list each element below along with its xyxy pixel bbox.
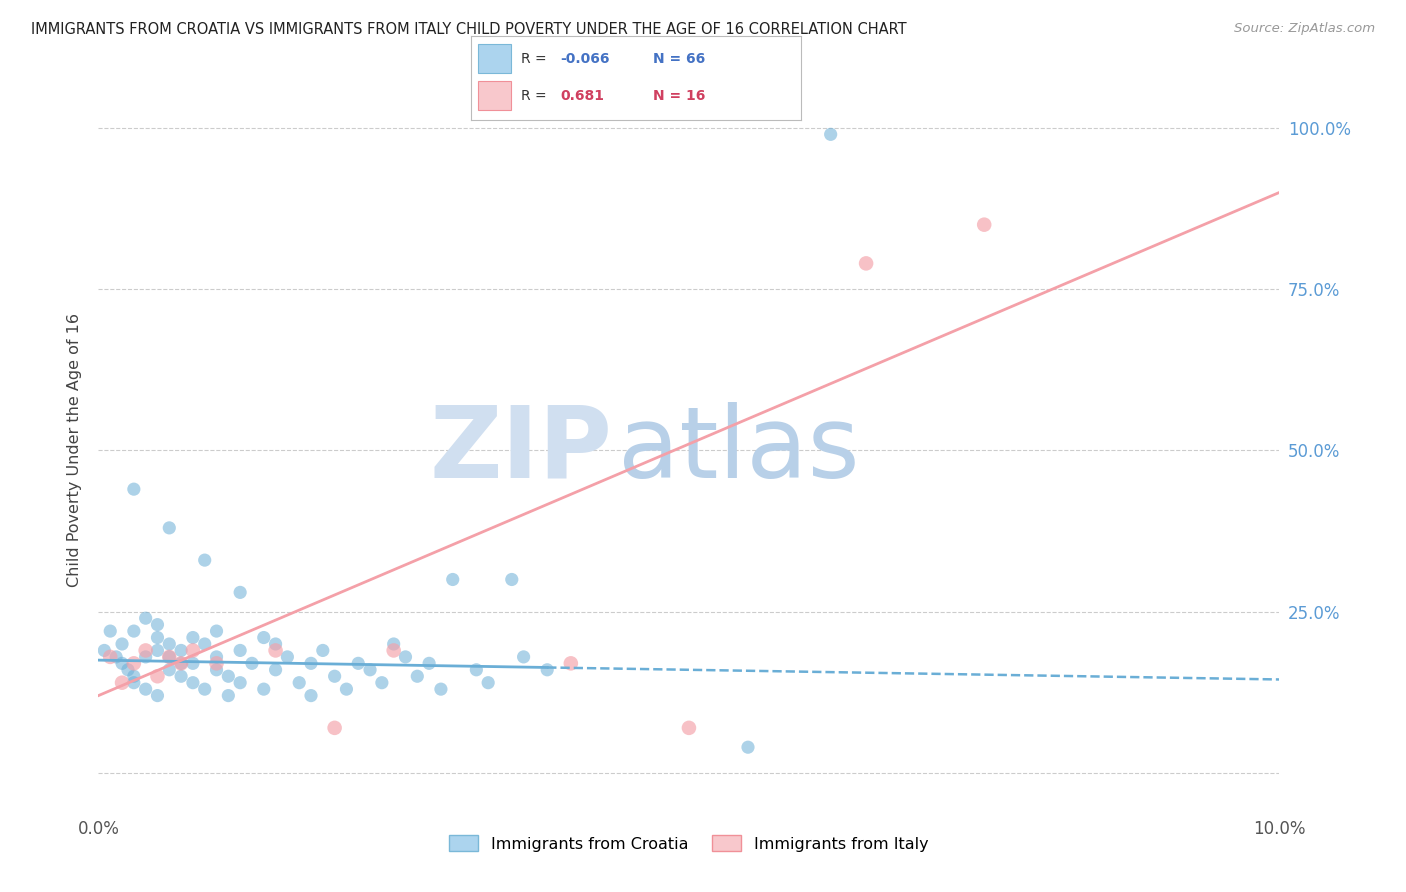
Text: N = 66: N = 66 [652,52,704,65]
Point [312,643,335,657]
Point [205,657,228,671]
Text: R =: R = [520,89,546,103]
Point [264,643,287,657]
Point [157,663,180,677]
Point [181,643,204,657]
Point [253,682,276,697]
Point [146,669,169,683]
Point [111,657,134,671]
Point [135,649,157,664]
Point [441,573,464,587]
Point [560,657,582,671]
Point [264,663,287,677]
Point [122,669,145,683]
Point [194,682,217,697]
Text: IMMIGRANTS FROM CROATIA VS IMMIGRANTS FROM ITALY CHILD POVERTY UNDER THE AGE OF : IMMIGRANTS FROM CROATIA VS IMMIGRANTS FR… [31,22,907,37]
Point [678,721,700,735]
Point [122,675,145,690]
Point [194,637,217,651]
Point [170,669,193,683]
Point [122,657,145,671]
Point [170,643,193,657]
Point [146,631,169,645]
Point [229,585,252,599]
Point [371,675,394,690]
Point [359,663,381,677]
Text: N = 16: N = 16 [652,89,706,103]
Point [98,624,121,639]
Point [181,631,204,645]
Point [382,637,405,651]
Point [737,740,759,755]
Point [205,663,228,677]
Point [465,663,488,677]
Point [418,657,440,671]
Point [205,624,228,639]
Point [146,643,169,657]
Text: -0.066: -0.066 [560,52,610,65]
Point [157,637,180,651]
Point [122,624,145,639]
Point [146,689,169,703]
Point [217,689,239,703]
Point [536,663,558,677]
Point [93,643,115,657]
Point [170,657,193,671]
Point [157,521,180,535]
Point [276,649,298,664]
Point [98,649,121,664]
Point [135,643,157,657]
Point [253,631,276,645]
Y-axis label: Child Poverty Under the Age of 16: Child Poverty Under the Age of 16 [67,313,83,588]
Point [299,657,322,671]
Point [117,663,139,677]
Point [217,669,239,683]
Point [157,649,180,664]
Point [264,637,287,651]
Point [105,649,128,664]
Point [122,482,145,496]
Point [111,675,134,690]
Bar [478,44,510,73]
Point [205,649,228,664]
Text: Source: ZipAtlas.com: Source: ZipAtlas.com [1234,22,1375,36]
Point [477,675,499,690]
Point [501,573,523,587]
Point [323,721,346,735]
Point [229,643,252,657]
Point [181,657,204,671]
Point [146,617,169,632]
Text: 0.681: 0.681 [560,89,605,103]
Point [135,682,157,697]
Point [406,669,429,683]
Point [111,637,134,651]
Point [229,675,252,690]
Point [135,611,157,625]
Point [512,649,534,664]
Point [323,669,346,683]
Point [820,128,842,142]
Point [299,689,322,703]
Text: ZIP: ZIP [429,402,612,499]
Point [194,553,217,567]
Text: R =: R = [520,52,546,65]
Point [181,675,204,690]
Point [335,682,357,697]
Legend: Immigrants from Croatia, Immigrants from Italy: Immigrants from Croatia, Immigrants from… [443,829,935,858]
Text: atlas: atlas [619,402,859,499]
Point [430,682,453,697]
Point [973,218,995,232]
Point [157,649,180,664]
Point [288,675,311,690]
Point [347,657,370,671]
Point [394,649,416,664]
Point [382,643,405,657]
Bar [478,81,510,111]
Point [855,256,877,270]
Point [170,657,193,671]
Point [240,657,263,671]
